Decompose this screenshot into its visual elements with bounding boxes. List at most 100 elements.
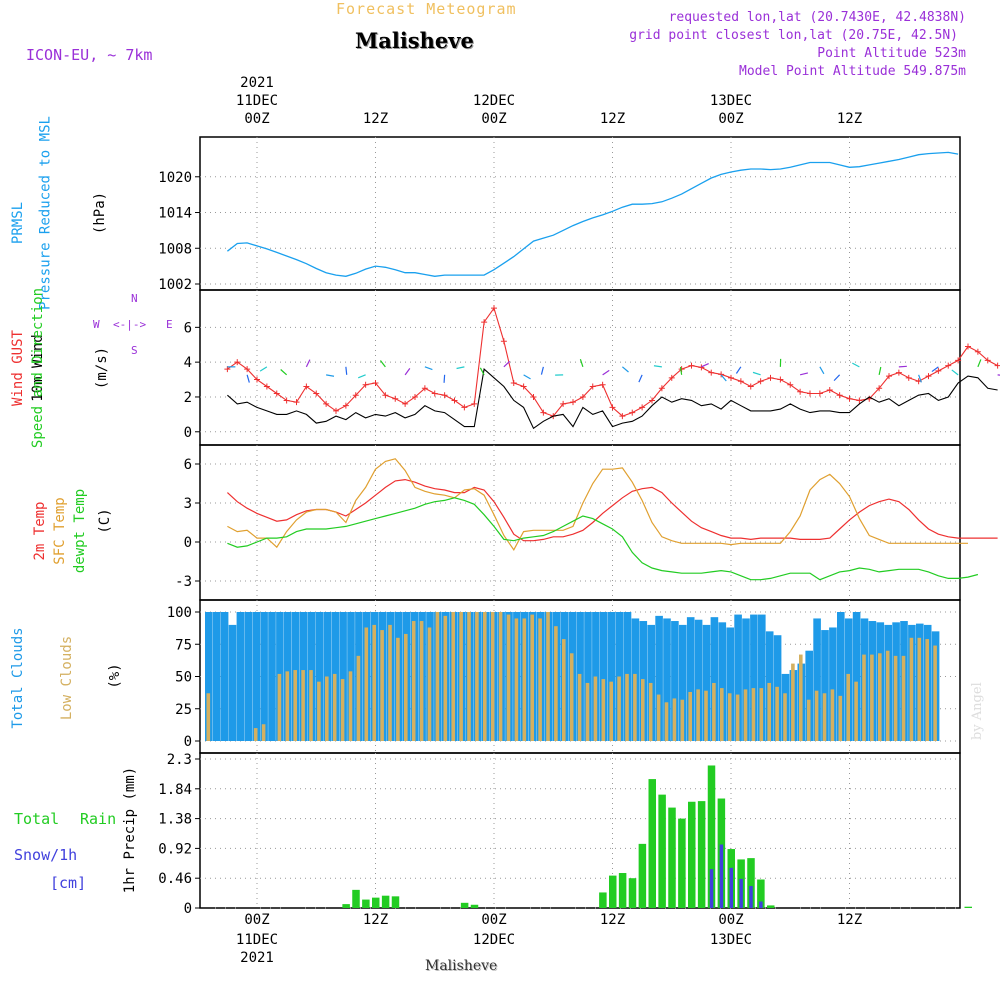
bottom-axis-line3: 2021 — [240, 950, 274, 966]
gust-marker — [945, 362, 952, 369]
ytick-label: 0 — [184, 425, 192, 441]
gust-marker — [323, 400, 330, 407]
ytick-label: 50 — [175, 670, 192, 686]
gust-marker — [392, 395, 399, 402]
top-axis-line3: 00Z — [244, 111, 270, 127]
low-cloud-bar — [490, 612, 495, 741]
temp-line-0 — [226, 478, 998, 542]
gust-marker — [263, 383, 270, 390]
ytick-label: 3 — [184, 496, 192, 512]
gust-marker — [767, 374, 774, 381]
ytick-label: 1002 — [158, 277, 192, 293]
snow-bar — [709, 869, 714, 908]
gust-marker — [421, 385, 428, 392]
total-cloud-bar — [584, 612, 592, 741]
total-cloud-bar — [339, 612, 347, 741]
temp-line-2 — [227, 497, 979, 581]
ytick-label: 75 — [175, 637, 192, 653]
wind-line — [227, 368, 998, 430]
total-cloud-bar — [734, 614, 742, 741]
rain-bar — [658, 794, 666, 908]
low-cloud-bar — [388, 624, 392, 741]
low-cloud-bar — [277, 673, 282, 741]
low-cloud-bar — [443, 615, 448, 741]
wind-arrow — [280, 369, 288, 376]
wind-arrow — [443, 374, 446, 383]
pressure-line — [227, 151, 959, 277]
ytick-label: 25 — [175, 702, 192, 718]
rain-bar — [668, 807, 676, 908]
low-cloud-bar — [498, 612, 503, 741]
total-cloud-bar — [600, 612, 608, 741]
gust-marker — [402, 400, 409, 407]
gust-marker — [836, 392, 843, 399]
low-cloud-bar — [317, 681, 321, 741]
low-cloud-bar — [759, 688, 764, 741]
wind-arrow — [345, 366, 348, 375]
low-cloud-bar — [309, 670, 313, 741]
grid-point-coords: grid point closest lon,lat (20.75E, 42.5… — [629, 28, 958, 43]
bottom-axis-line1: 12Z — [362, 912, 389, 928]
total-cloud-bar — [686, 617, 695, 741]
low-cloud-bar — [372, 624, 376, 741]
gust-marker — [639, 404, 646, 411]
ytick-label: 0 — [184, 734, 192, 750]
compass-w: W — [93, 318, 100, 331]
low-cloud-bar — [933, 645, 937, 741]
rain-bar — [747, 858, 755, 908]
gust-marker — [481, 319, 488, 326]
gust-marker — [313, 390, 320, 397]
rain-bar — [688, 801, 696, 908]
low-cloud-bar — [419, 621, 424, 741]
low-cloud-bar — [767, 682, 771, 741]
gust-marker — [984, 357, 991, 364]
gust-marker — [668, 374, 675, 381]
gust-marker — [471, 400, 478, 407]
low-cloud-bar — [743, 689, 748, 741]
total-cloud-bar — [268, 612, 276, 741]
gust-marker — [352, 392, 359, 399]
gust-marker — [619, 413, 626, 420]
wind-arrow — [259, 366, 268, 372]
total-cloud-bar — [212, 612, 221, 741]
total-cloud-bar — [852, 612, 861, 741]
wind-arrow — [833, 374, 841, 382]
ytick-label: 0 — [184, 901, 192, 917]
gust-marker — [273, 390, 280, 397]
total-cloud-bar — [260, 612, 268, 741]
wind-arrow — [479, 367, 485, 376]
total-cloud-bar — [679, 624, 687, 741]
gust-marker — [589, 383, 596, 390]
total-cloud-bar — [750, 614, 758, 741]
total-cloud-bar — [228, 624, 237, 741]
gust-marker — [461, 404, 468, 411]
low-cloud-bar — [822, 693, 827, 741]
low-cloud-bar — [285, 671, 290, 741]
wind-arrow — [918, 374, 922, 383]
ytick-label: 1014 — [158, 206, 192, 222]
rain-bar — [342, 904, 350, 908]
rain-bar — [352, 889, 360, 908]
bottom-axis-line1: 00Z — [244, 912, 270, 928]
total-cloud-bar — [726, 627, 734, 741]
low-cloud-bar — [483, 612, 487, 741]
low-cloud-bar — [325, 676, 329, 741]
total-cloud-bar — [236, 612, 245, 741]
top-axis-line2: 13DEC — [709, 93, 753, 109]
gust-marker — [520, 383, 527, 390]
wind-arrow — [799, 372, 809, 376]
wind-arrow — [523, 374, 531, 380]
rain-bar — [599, 892, 607, 908]
bottom-axis-line1: 12Z — [836, 912, 863, 928]
gust-marker — [629, 409, 636, 416]
gust-marker — [807, 390, 813, 397]
gust-marker — [747, 383, 754, 390]
low-cloud-bar — [893, 655, 898, 741]
low-cloud-bar — [775, 686, 779, 741]
gust-marker — [412, 393, 418, 400]
low-cloud-bar — [672, 698, 677, 741]
gust-marker — [540, 409, 547, 416]
gust-marker — [974, 348, 981, 355]
total-cloud-bar — [220, 612, 229, 741]
